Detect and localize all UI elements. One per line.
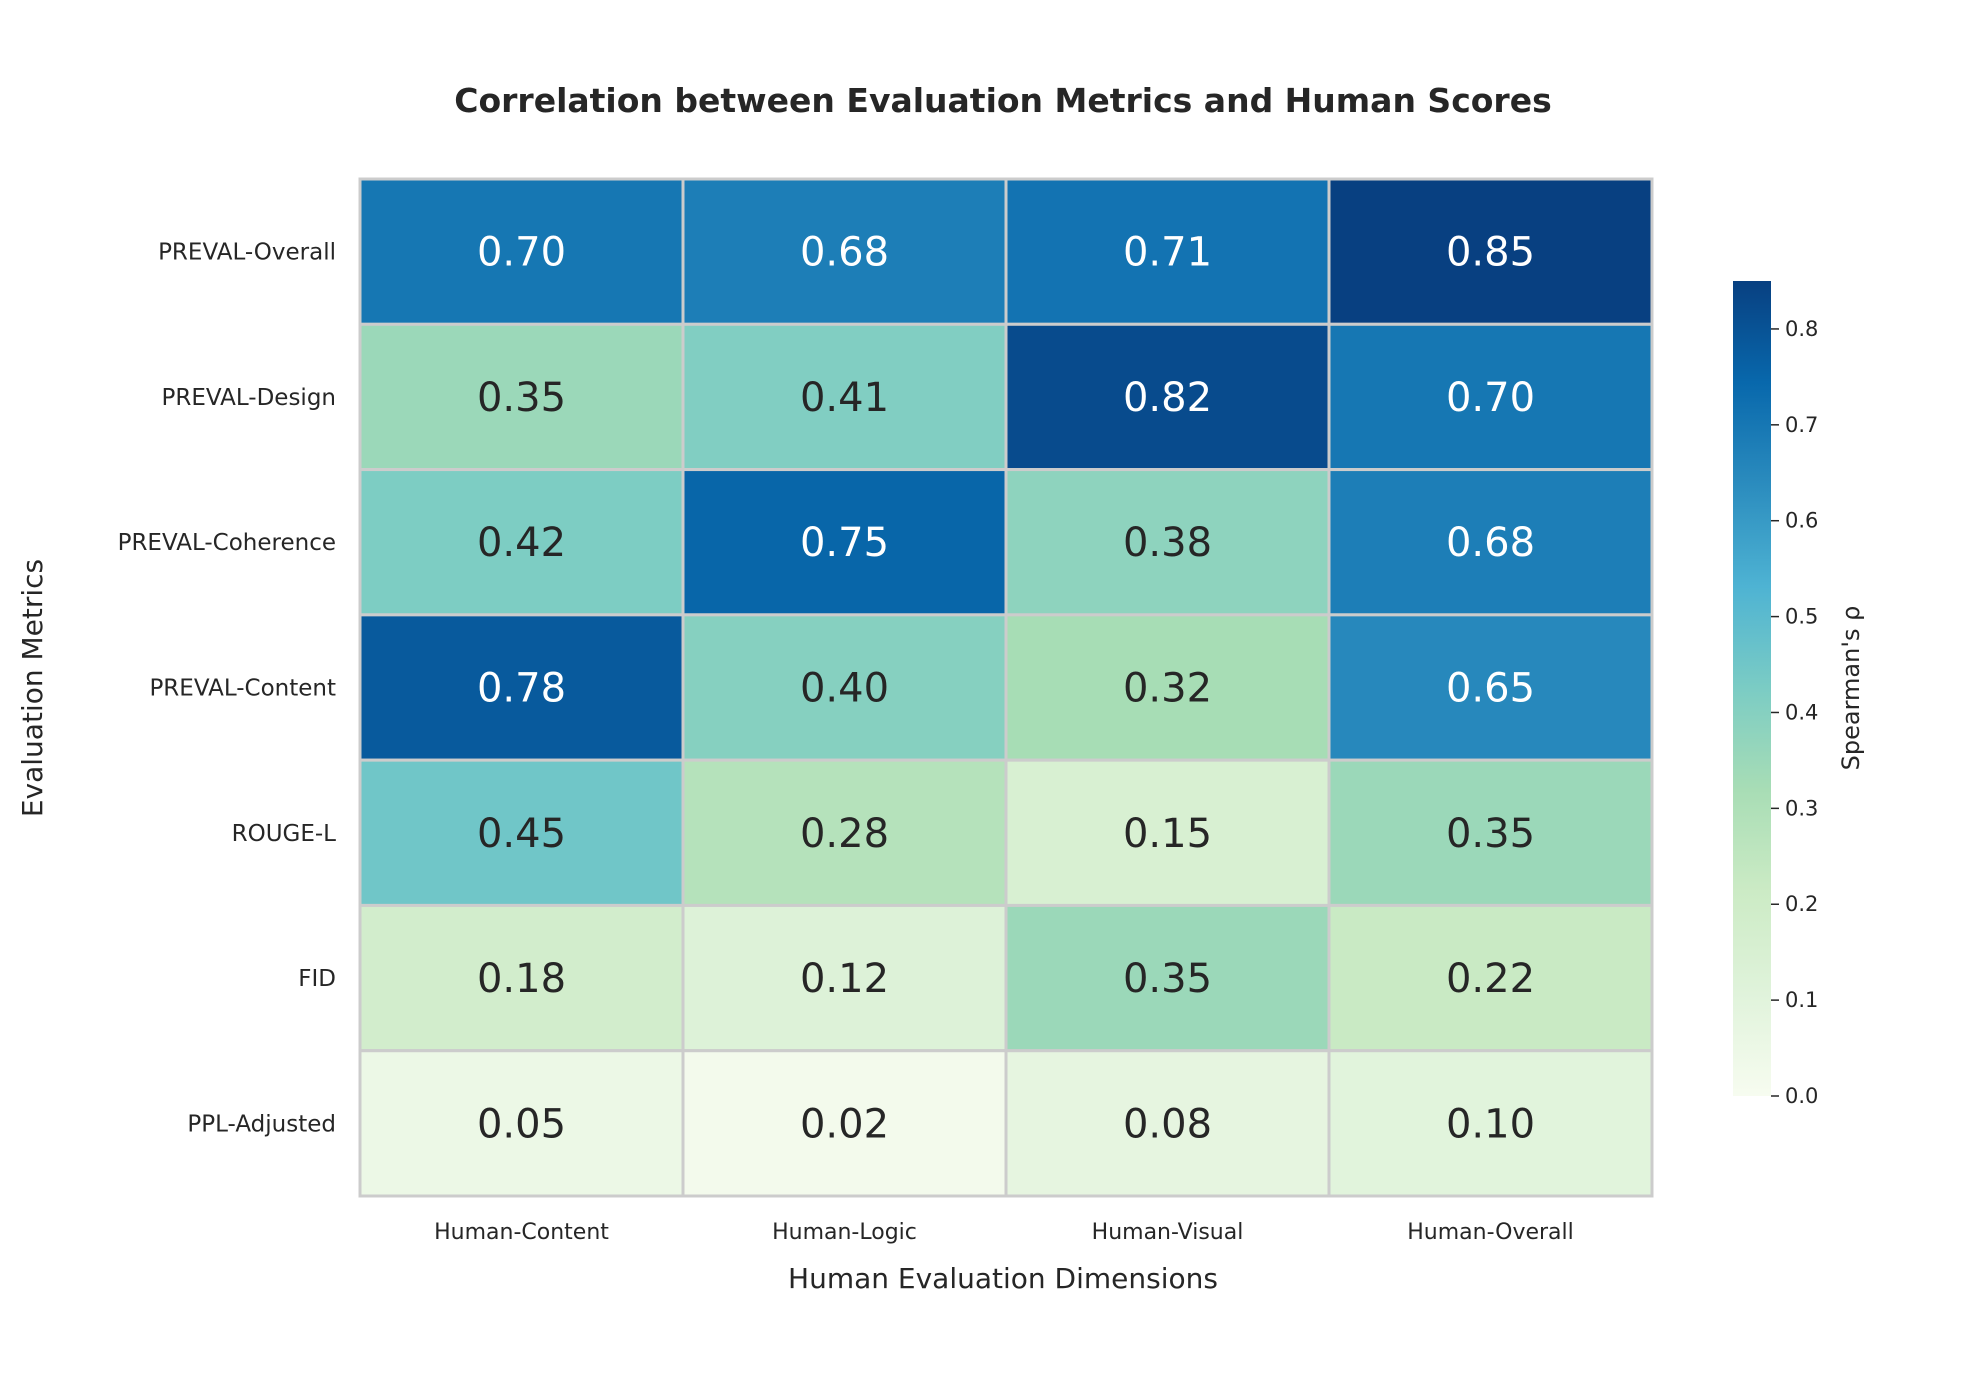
x-tick-human-visual: Human-Visual [1092,1220,1244,1245]
heatmap-cell-preval-coherence-human-overall [1327,468,1654,617]
cell-value-label: 0.68 [800,230,889,276]
colorbar-tick-label: 0.0 [1785,1084,1818,1108]
colorbar-tick-label: 0.1 [1785,988,1818,1012]
heatmap-cell-labels: 0.70 0.68 0.71 0.85 0.35 0.41 0.82 0.70 0.42 0.75… [477,230,1535,1148]
heatmap-cell-preval-content-human-overall [1327,613,1654,762]
heatmap-cell-preval-coherence-human-logic [681,468,1008,617]
heatmap-cell-ppl-adjusted-human-visual [1004,1049,1331,1198]
cell-value-label: 0.68 [1446,520,1535,566]
heatmap-cell-preval-overall-human-content [358,177,685,326]
colorbar-tick-label: 0.8 [1785,317,1818,341]
heatmap-cell-ppl-adjusted-human-content [358,1049,685,1198]
cell-value-label: 0.22 [1446,956,1535,1002]
cell-value-label: 0.65 [1446,666,1535,712]
cell-value-label: 0.78 [477,666,566,712]
heatmap-cell-fid-human-content [358,903,685,1053]
x-tick-human-overall: Human-Overall [1407,1220,1574,1245]
heatmap-cell-preval-content-human-logic [681,613,1008,762]
cell-value-label: 0.12 [800,956,889,1002]
y-tick-rouge-l: ROUGE-L [232,821,337,847]
cell-value-label: 0.35 [1123,956,1212,1002]
y-tick-preval-coherence: PREVAL-Coherence [118,530,336,556]
cell-value-label: 0.71 [1123,230,1212,276]
colorbar-tick-label: 0.5 [1785,605,1818,629]
cell-value-label: 0.35 [477,375,566,421]
x-tick-labels: Human-Content Human-Logic Human-Visual Huma… [434,1220,1574,1245]
cell-value-label: 0.40 [800,666,889,712]
cell-value-label: 0.10 [1446,1101,1535,1147]
cell-value-label: 0.38 [1123,520,1212,566]
x-tick-human-content: Human-Content [434,1220,609,1245]
heatmap-cell-ppl-adjusted-human-overall [1327,1049,1654,1198]
cell-value-label: 0.08 [1123,1101,1212,1147]
heatmap-cell-preval-overall-human-overall [1327,177,1654,326]
heatmap-cell-rouge-l-human-visual [1004,758,1331,907]
cell-value-label: 0.28 [800,811,889,857]
colorbar-tick-label: 0.7 [1785,413,1818,437]
colorbar-tick-label: 0.3 [1785,796,1818,820]
heatmap-cell-preval-overall-human-logic [681,177,1008,326]
cell-value-label: 0.82 [1123,375,1212,421]
colorbar-ticks: 0.0 0.1 0.2 0.3 0.4 0.5 0.6 0.7 0.8 [1771,317,1818,1108]
chart-title: Correlation between Evaluation Metrics a… [454,81,1551,120]
heatmap-cell-rouge-l-human-logic [681,758,1008,907]
heatmap-cell-preval-design-human-logic [681,322,1008,472]
heatmap-cell-preval-design-human-overall [1327,322,1654,472]
cell-value-label: 0.05 [477,1101,566,1147]
heatmap-cells [358,177,1654,1198]
cell-value-label: 0.18 [477,956,566,1002]
cell-value-label: 0.02 [800,1101,889,1147]
x-axis-label: Human Evaluation Dimensions [788,1262,1218,1295]
cell-value-label: 0.45 [477,811,566,857]
y-tick-ppl-adjusted: PPL-Adjusted [187,1111,336,1137]
colorbar-label: Spearman's ρ [1837,606,1865,771]
cell-value-label: 0.85 [1446,230,1535,276]
colorbar [1733,281,1771,1096]
colorbar-tick-label: 0.4 [1785,700,1818,724]
y-tick-preval-design: PREVAL-Design [162,385,337,411]
y-axis-label: Evaluation Metrics [16,559,49,817]
cell-value-label: 0.41 [800,375,889,421]
y-tick-labels: PREVAL-Overall PREVAL-Design PREVAL-Cohere… [118,240,337,1138]
cell-value-label: 0.15 [1123,811,1212,857]
cell-value-label: 0.70 [1446,375,1535,421]
heatmap-cell-fid-human-logic [681,903,1008,1053]
y-tick-preval-overall: PREVAL-Overall [158,240,336,266]
colorbar-tick-label: 0.6 [1785,509,1818,533]
y-tick-fid: FID [298,966,336,992]
cell-value-label: 0.32 [1123,666,1212,712]
cell-value-label: 0.35 [1446,811,1535,857]
heatmap-cell-rouge-l-human-overall [1327,758,1654,907]
cell-value-label: 0.42 [477,520,566,566]
heatmap-cell-fid-human-visual [1004,903,1331,1053]
y-tick-preval-content: PREVAL-Content [149,676,336,702]
cell-value-label: 0.70 [477,230,566,276]
colorbar-tick-label: 0.2 [1785,892,1818,916]
heatmap-cell-rouge-l-human-content [358,758,685,907]
cell-value-label: 0.75 [800,520,889,566]
heatmap-cell-preval-overall-human-visual [1004,177,1331,326]
heatmap-cell-fid-human-overall [1327,903,1654,1053]
x-tick-human-logic: Human-Logic [772,1220,917,1245]
